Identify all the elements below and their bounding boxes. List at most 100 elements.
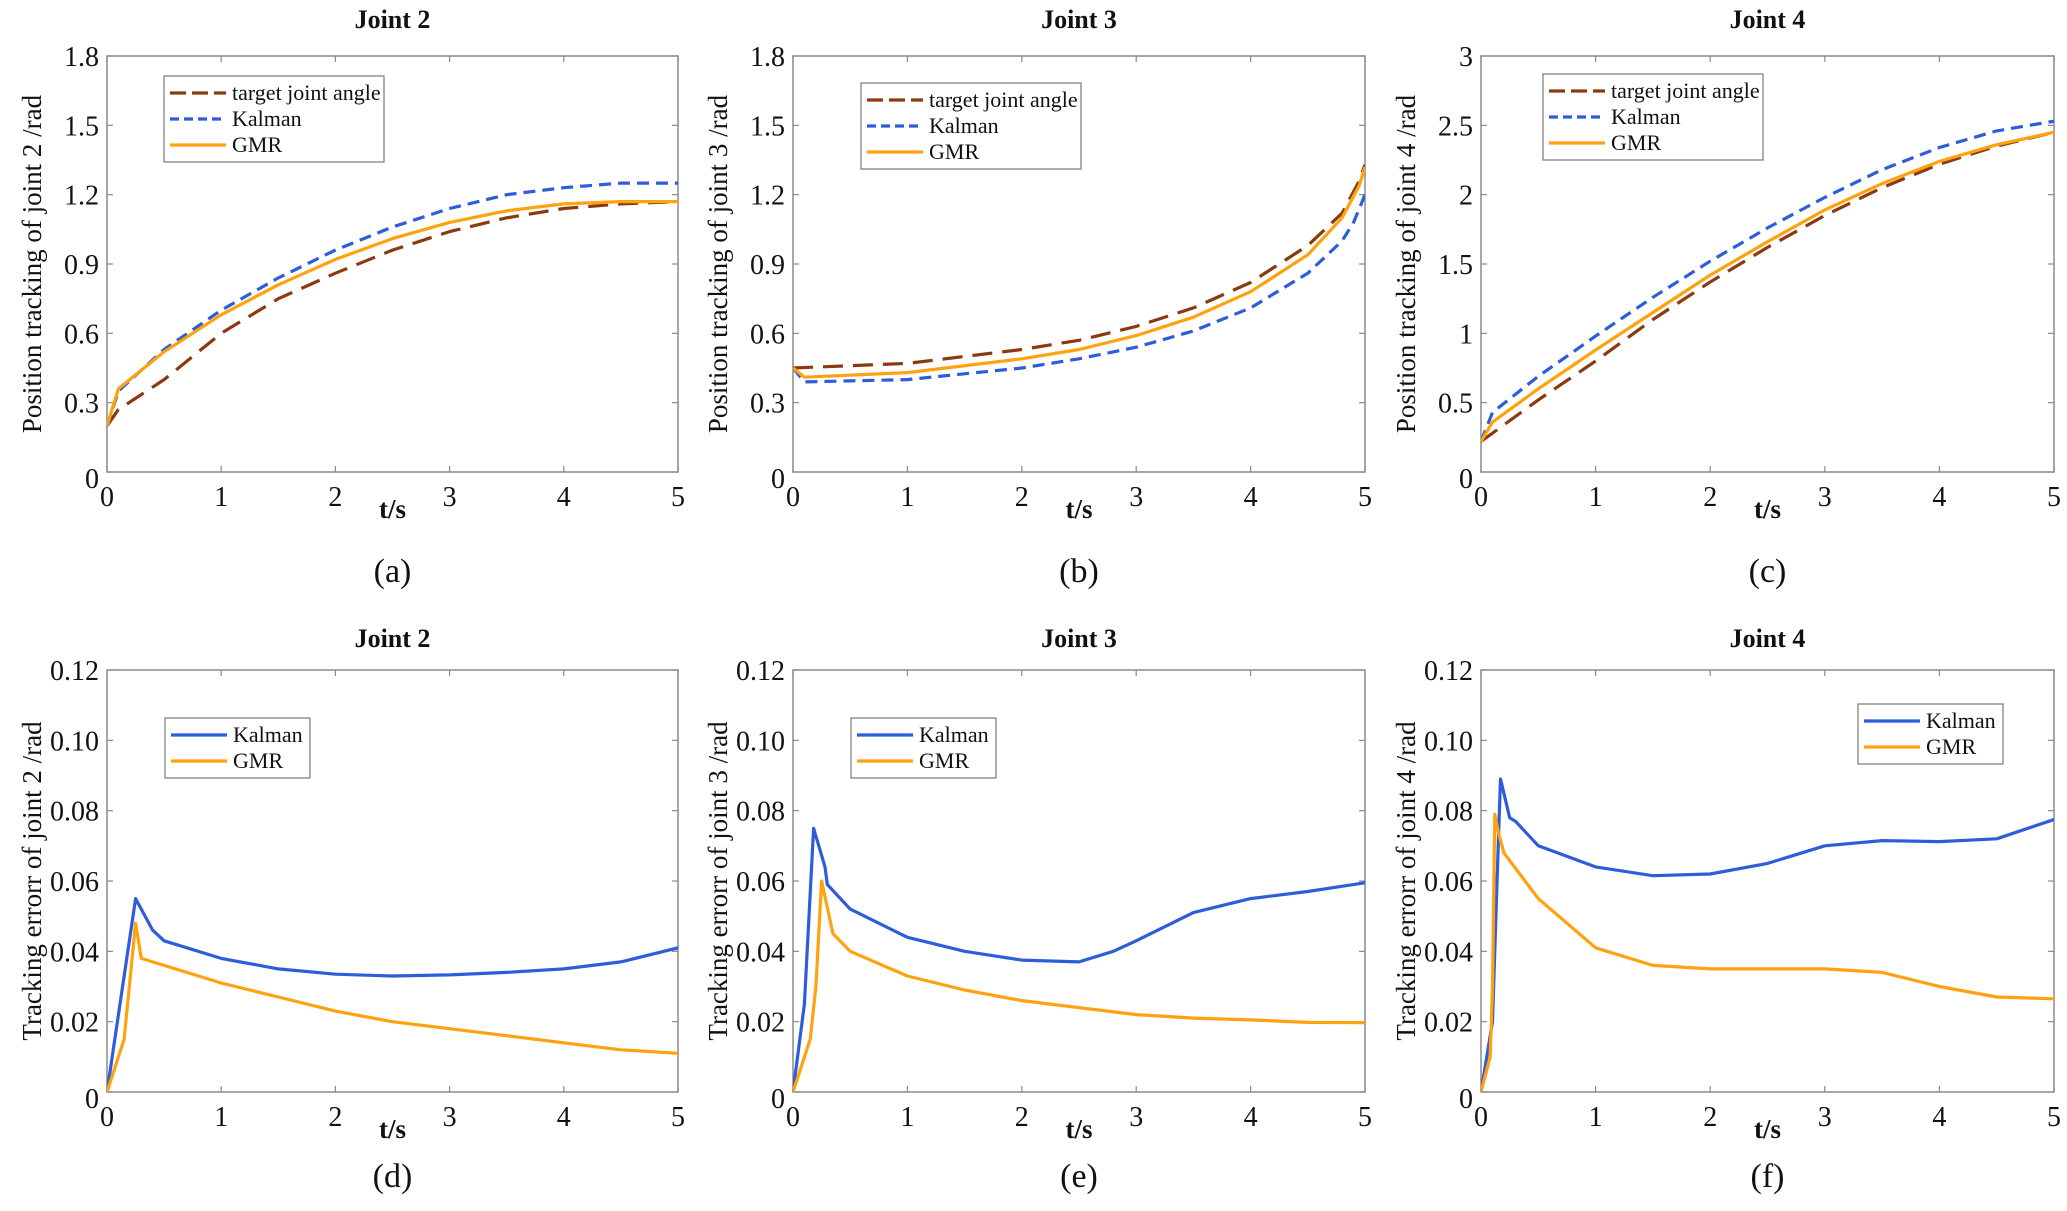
chart-panel-a: 0 1 2 3 4 5 0 0.3 0.6 0.9 1.2 1.5 1.8 Joint 2 t/s Posit… (17, 5, 685, 590)
y-tick-label: 0.10 (50, 726, 99, 757)
x-tick-label: 1 (214, 482, 228, 513)
x-tick-label: 5 (671, 482, 685, 513)
chart-panel-d: 0 1 2 3 4 5 0 0.02 0.04 0.06 0.08 0.10 0.12 Joint 2 t/… (17, 624, 685, 1195)
series-line-kalman (107, 896, 678, 1092)
x-tick-label: 5 (2047, 1102, 2061, 1133)
x-tick-label: 3 (1818, 1102, 1832, 1133)
panel-label: (d) (373, 1158, 413, 1195)
chart-title: Joint 2 (355, 624, 431, 653)
x-axis-label: t/s (379, 1114, 406, 1144)
x-tick-label: 3 (1818, 482, 1832, 513)
legend-entry: target joint angle (1611, 78, 1760, 103)
x-tick-label: 0 (786, 1102, 800, 1133)
y-axis-label: Tracking errorr of joint 4 /rad (1391, 721, 1421, 1041)
x-tick-label: 2 (1015, 1102, 1029, 1133)
legend-box (163, 75, 385, 163)
x-tick-label: 4 (1244, 1102, 1258, 1133)
x-tick-label: 3 (1129, 482, 1143, 513)
legend-entry: GMR (233, 748, 283, 773)
x-axis-label: t/s (1066, 494, 1093, 524)
y-axis-label: Tracking errorr of joint 3 /rad (703, 721, 733, 1041)
y-tick-label: 2.5 (1438, 111, 1473, 142)
series-line-target-joint-angle (1481, 130, 2054, 443)
y-tick-label: 1.2 (64, 181, 99, 212)
x-tick-label: 0 (100, 482, 114, 513)
y-tick-label: 0.04 (1424, 937, 1473, 968)
y-tick-label: 0.08 (736, 797, 785, 828)
x-tick-label: 2 (328, 1102, 342, 1133)
y-tick-label: 0.04 (736, 937, 785, 968)
y-tick-label: 0 (771, 464, 785, 495)
y-tick-label: 0.6 (64, 319, 99, 350)
legend-box (1857, 703, 2004, 765)
x-axis-label: t/s (379, 494, 406, 524)
y-tick-label: 0.02 (736, 1008, 785, 1039)
x-tick-label: 3 (443, 1102, 457, 1133)
y-tick-label: 0.10 (1424, 726, 1473, 757)
y-tick-label: 0.06 (1424, 867, 1473, 898)
series-line-kalman (107, 181, 678, 427)
panel-label: (b) (1059, 553, 1099, 590)
x-tick-label: 0 (1474, 482, 1488, 513)
y-tick-label: 0.9 (64, 250, 99, 281)
series-line-gmr (107, 200, 678, 427)
legend-entry: GMR (232, 132, 282, 157)
x-tick-label: 0 (1474, 1102, 1488, 1133)
y-tick-label: 0.08 (50, 797, 99, 828)
y-tick-label: 0 (1459, 1084, 1473, 1115)
y-tick-label: 0.9 (750, 250, 785, 281)
y-tick-label: 0 (85, 464, 99, 495)
y-tick-label: 1.8 (64, 42, 99, 73)
x-tick-label: 0 (100, 1102, 114, 1133)
legend-box (164, 717, 311, 779)
y-tick-label: 0.02 (1424, 1008, 1473, 1039)
x-tick-label: 4 (1932, 482, 1946, 513)
y-tick-label: 0.10 (736, 726, 785, 757)
x-axis-label: t/s (1066, 1114, 1093, 1144)
series-line-gmr (1481, 812, 2054, 1092)
y-tick-label: 3 (1459, 42, 1473, 73)
legend-entry: Kalman (233, 722, 303, 747)
legend-entry: Kalman (232, 106, 302, 131)
y-tick-label: 0.12 (50, 656, 99, 687)
y-tick-label: 1.8 (750, 42, 785, 73)
legend-entry: Kalman (919, 722, 989, 747)
x-tick-label: 4 (557, 1102, 571, 1133)
chart-panel-f: 0 1 2 3 4 5 0 0.02 0.04 0.06 0.08 0.10 0.12 Joint 4 t/… (1391, 624, 2061, 1195)
y-tick-label: 0 (85, 1084, 99, 1115)
x-tick-label: 5 (671, 1102, 685, 1133)
x-tick-label: 5 (1358, 1102, 1372, 1133)
y-axis-label: Position tracking of joint 4 /rad (1391, 94, 1421, 433)
series-line-kalman (793, 194, 1365, 384)
y-tick-label: 0.6 (750, 319, 785, 350)
legend-entry: GMR (919, 748, 969, 773)
panel-label: (c) (1749, 553, 1787, 590)
chart-panel-c: 0 1 2 3 4 5 0 0.5 1 1.5 2 2.5 3 Joint 4 t/s Position tr… (1391, 5, 2061, 590)
legend-entry: Kalman (1926, 708, 1996, 733)
chart-title: Joint 4 (1730, 5, 1806, 34)
x-axis-label: t/s (1754, 1114, 1781, 1144)
panel-label: (e) (1060, 1158, 1098, 1195)
x-axis-label: t/s (1754, 494, 1781, 524)
legend-entry: target joint angle (232, 80, 381, 105)
x-tick-label: 4 (1932, 1102, 1946, 1133)
y-tick-label: 1.2 (750, 181, 785, 212)
legend-entry: Kalman (1611, 104, 1681, 129)
legend-entry: GMR (1611, 130, 1661, 155)
x-tick-label: 1 (1589, 1102, 1603, 1133)
y-tick-label: 1.5 (64, 111, 99, 142)
x-tick-label: 5 (1358, 482, 1372, 513)
y-tick-label: 0.04 (50, 937, 99, 968)
series-line-target-joint-angle (107, 200, 678, 427)
x-tick-label: 2 (1703, 1102, 1717, 1133)
series-line-gmr (107, 921, 678, 1092)
series-line-kalman (793, 826, 1365, 1092)
series-line-gmr (1481, 130, 2054, 443)
legend-entry: GMR (929, 139, 979, 164)
legend-entry: target joint angle (929, 87, 1078, 112)
y-tick-label: 0.12 (736, 656, 785, 687)
